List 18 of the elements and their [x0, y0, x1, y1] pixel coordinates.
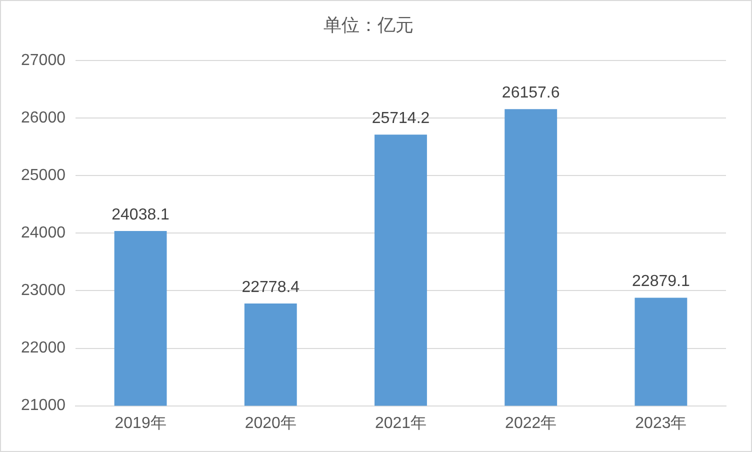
y-tick-label: 27000 [20, 52, 66, 70]
x-tick-label: 2021年 [374, 414, 427, 432]
y-tick-label: 25000 [20, 167, 66, 184]
y-tick-label: 23000 [20, 282, 66, 300]
data-label: 22879.1 [632, 273, 690, 290]
y-tick-label: 24000 [20, 224, 66, 242]
data-label: 22778.4 [242, 278, 300, 296]
data-label: 25714.2 [372, 110, 430, 127]
data-label: 24038.1 [112, 206, 170, 224]
x-tick-label: 2022年 [505, 414, 557, 432]
data-label: 26157.6 [502, 84, 560, 102]
y-tick-label: 26000 [20, 110, 66, 127]
x-tick-label: 2020年 [244, 414, 296, 432]
chart-title: 单位：亿元 [324, 14, 414, 35]
x-tick-label: 2019年 [114, 414, 166, 432]
x-tick-label: 2023年 [635, 414, 687, 432]
y-tick-label: 21000 [20, 397, 66, 414]
y-tick-label: 22000 [20, 340, 66, 357]
